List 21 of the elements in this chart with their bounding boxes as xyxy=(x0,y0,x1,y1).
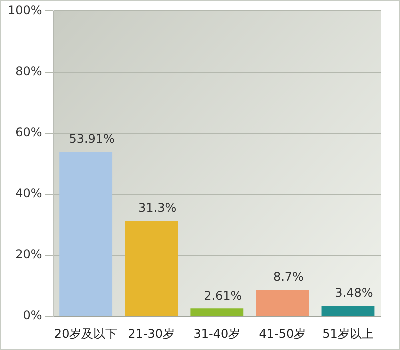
y-tick-label: 80% xyxy=(16,64,42,78)
data-label: 8.7% xyxy=(273,270,304,284)
data-label: 31.3% xyxy=(138,201,177,216)
y-tick-label: 40% xyxy=(16,186,42,201)
x-tick-label: 20岁及以下 xyxy=(54,326,118,341)
bar xyxy=(125,221,178,316)
x-tick-label: 51岁以上 xyxy=(322,326,374,341)
bar xyxy=(322,306,375,316)
y-tick-label: 0% xyxy=(23,308,42,323)
y-tick-label: 20% xyxy=(16,248,42,262)
y-tick-label: 60% xyxy=(16,125,42,140)
bar xyxy=(256,290,310,316)
x-tick-label: 21-30岁 xyxy=(128,326,176,341)
data-label: 2.61% xyxy=(204,288,242,303)
data-label: 3.48% xyxy=(335,286,374,300)
data-label: 53.91% xyxy=(69,132,115,146)
x-tick-label: 31-40岁 xyxy=(194,326,241,341)
bar xyxy=(190,308,244,316)
x-tick-label: 41-50岁 xyxy=(259,326,306,341)
bar xyxy=(60,152,113,316)
y-tick-label: 100% xyxy=(8,3,42,18)
